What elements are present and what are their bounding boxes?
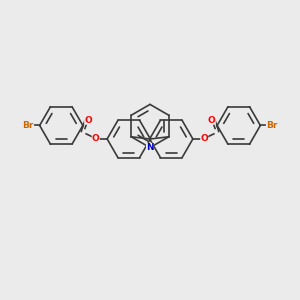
Text: O: O: [92, 134, 100, 143]
Text: N: N: [146, 143, 154, 152]
Text: Br: Br: [22, 121, 34, 130]
Text: O: O: [208, 116, 216, 124]
Text: O: O: [84, 116, 92, 124]
Text: O: O: [200, 134, 208, 143]
Text: Br: Br: [266, 121, 278, 130]
